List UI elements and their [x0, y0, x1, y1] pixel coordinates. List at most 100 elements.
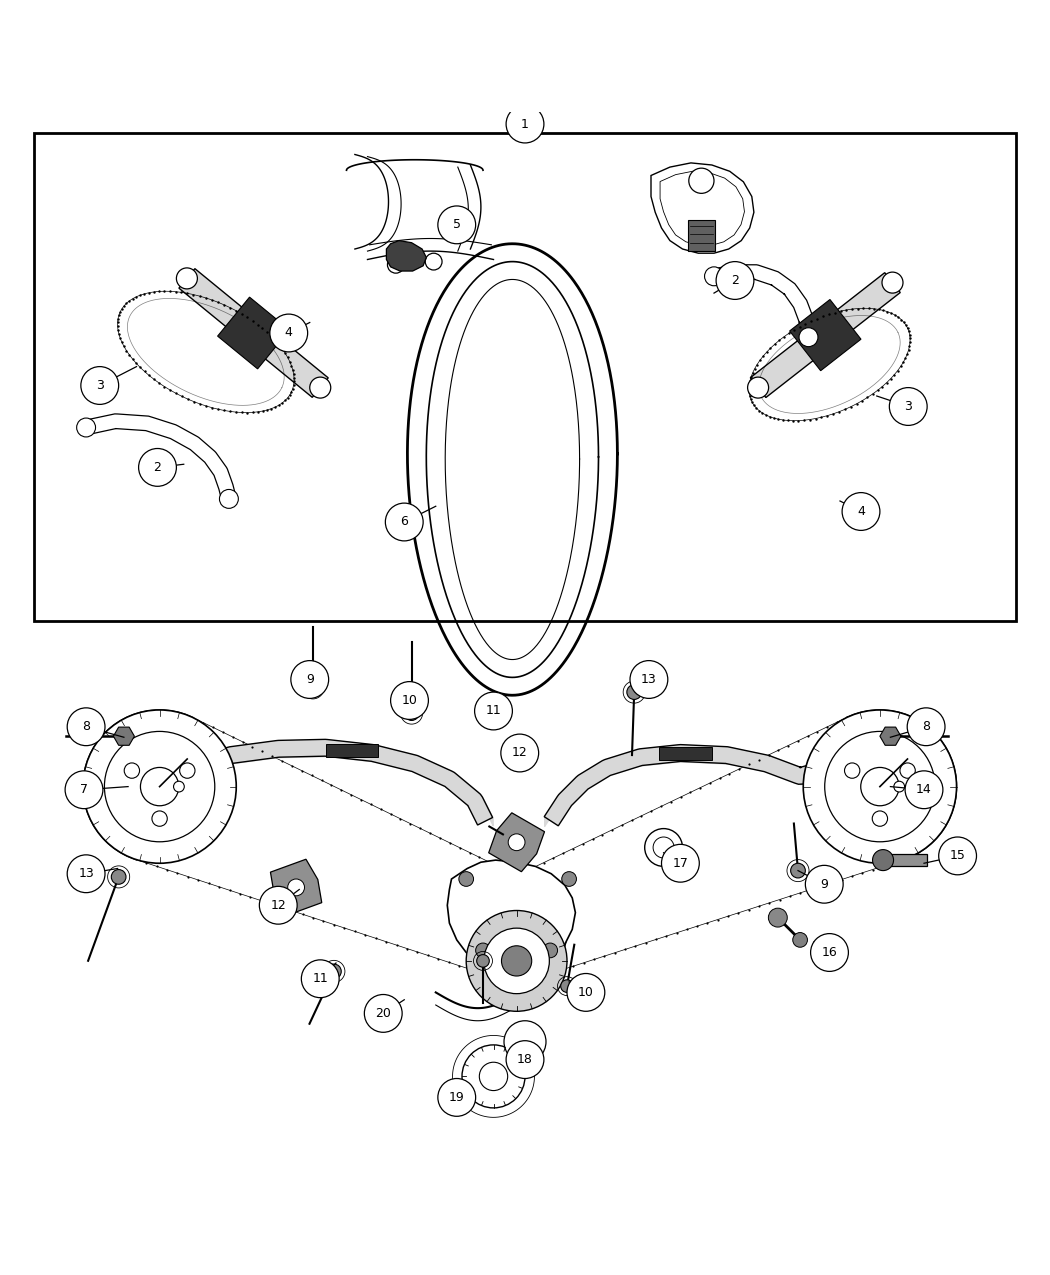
- Point: [211, 877, 228, 898]
- Point: [849, 298, 866, 319]
- Point: [900, 340, 917, 361]
- Point: [820, 303, 837, 324]
- Polygon shape: [751, 273, 900, 398]
- Point: [896, 312, 912, 333]
- Circle shape: [259, 886, 297, 924]
- Point: [886, 365, 903, 385]
- Circle shape: [791, 863, 805, 878]
- Point: [210, 399, 227, 419]
- Point: [124, 349, 141, 370]
- Circle shape: [653, 836, 674, 858]
- Point: [890, 307, 907, 328]
- Circle shape: [508, 834, 525, 850]
- Point: [357, 924, 374, 945]
- Point: [501, 862, 518, 882]
- Circle shape: [882, 272, 903, 293]
- Point: [277, 343, 294, 363]
- Point: [860, 298, 877, 319]
- Point: [819, 405, 836, 426]
- Point: [432, 827, 448, 848]
- Point: [506, 867, 523, 887]
- Point: [740, 754, 757, 774]
- Circle shape: [111, 870, 126, 885]
- Text: 13: 13: [640, 673, 657, 686]
- Circle shape: [310, 377, 331, 398]
- Text: 14: 14: [916, 783, 932, 797]
- Point: [565, 839, 582, 859]
- Polygon shape: [651, 163, 754, 254]
- Point: [233, 303, 250, 324]
- Point: [770, 409, 786, 430]
- Point: [751, 750, 768, 770]
- Circle shape: [689, 168, 714, 194]
- Point: [746, 395, 762, 416]
- Point: [228, 402, 245, 422]
- Point: [869, 380, 886, 400]
- Point: [796, 411, 813, 431]
- Point: [150, 282, 167, 302]
- Circle shape: [479, 1062, 508, 1090]
- Point: [262, 894, 279, 914]
- Point: [785, 320, 802, 340]
- Bar: [34, 134, 1016, 621]
- Point: [864, 859, 881, 880]
- Point: [752, 351, 769, 371]
- Point: [201, 873, 217, 894]
- Polygon shape: [880, 727, 901, 746]
- Point: [844, 298, 861, 319]
- Point: [859, 388, 876, 408]
- Point: [412, 819, 428, 839]
- Point: [627, 936, 644, 956]
- Point: [113, 298, 130, 319]
- Circle shape: [799, 328, 818, 347]
- Point: [761, 407, 778, 427]
- Point: [285, 379, 301, 399]
- Point: [204, 289, 220, 310]
- Point: [653, 797, 670, 817]
- Point: [742, 367, 759, 388]
- Point: [346, 922, 363, 942]
- Circle shape: [387, 256, 404, 273]
- Point: [262, 326, 279, 347]
- Text: 16: 16: [821, 946, 838, 959]
- Point: [596, 946, 613, 966]
- Point: [274, 339, 291, 360]
- Point: [109, 320, 126, 340]
- Point: [897, 348, 914, 368]
- Point: [554, 843, 571, 863]
- Point: [482, 965, 499, 986]
- Point: [284, 356, 300, 376]
- Point: [141, 283, 158, 303]
- Point: [146, 282, 163, 302]
- Point: [402, 813, 419, 834]
- Point: [148, 856, 165, 876]
- Point: [136, 283, 153, 303]
- Point: [765, 408, 782, 428]
- Point: [277, 390, 294, 411]
- Point: [848, 394, 865, 414]
- Point: [274, 393, 291, 413]
- Polygon shape: [488, 812, 545, 872]
- Point: [775, 409, 792, 430]
- Point: [124, 288, 141, 309]
- Point: [740, 379, 757, 399]
- Point: [342, 784, 359, 805]
- Point: [180, 866, 196, 886]
- Text: 7: 7: [80, 783, 88, 797]
- Point: [886, 305, 903, 325]
- Point: [643, 801, 659, 821]
- Point: [210, 292, 227, 312]
- Circle shape: [561, 979, 573, 992]
- Point: [222, 880, 238, 900]
- Circle shape: [803, 710, 957, 863]
- Circle shape: [466, 910, 567, 1011]
- Circle shape: [484, 928, 549, 993]
- Point: [267, 397, 284, 417]
- Point: [271, 334, 288, 354]
- Point: [419, 945, 436, 965]
- Text: 4: 4: [857, 505, 865, 518]
- Point: [159, 859, 175, 880]
- Circle shape: [270, 314, 308, 352]
- Point: [544, 963, 561, 983]
- Circle shape: [873, 849, 894, 871]
